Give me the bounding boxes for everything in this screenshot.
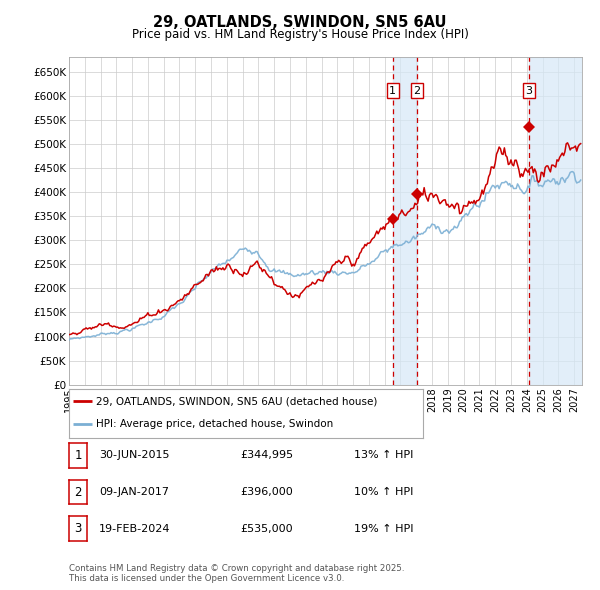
Text: 13% ↑ HPI: 13% ↑ HPI bbox=[354, 451, 413, 460]
Bar bbox=[529, 57, 582, 385]
Bar bbox=[392, 57, 417, 385]
Text: £396,000: £396,000 bbox=[240, 487, 293, 497]
Text: 09-JAN-2017: 09-JAN-2017 bbox=[99, 487, 169, 497]
Text: 1: 1 bbox=[74, 449, 82, 462]
Text: 2: 2 bbox=[74, 486, 82, 499]
Text: Contains HM Land Registry data © Crown copyright and database right 2025.
This d: Contains HM Land Registry data © Crown c… bbox=[69, 563, 404, 583]
Text: Price paid vs. HM Land Registry's House Price Index (HPI): Price paid vs. HM Land Registry's House … bbox=[131, 28, 469, 41]
Text: 19-FEB-2024: 19-FEB-2024 bbox=[99, 524, 170, 533]
Bar bbox=[529, 57, 582, 385]
Text: HPI: Average price, detached house, Swindon: HPI: Average price, detached house, Swin… bbox=[95, 419, 333, 429]
Text: 10% ↑ HPI: 10% ↑ HPI bbox=[354, 487, 413, 497]
Text: 29, OATLANDS, SWINDON, SN5 6AU (detached house): 29, OATLANDS, SWINDON, SN5 6AU (detached… bbox=[95, 396, 377, 407]
Text: £535,000: £535,000 bbox=[240, 524, 293, 533]
Text: 29, OATLANDS, SWINDON, SN5 6AU: 29, OATLANDS, SWINDON, SN5 6AU bbox=[153, 15, 447, 30]
Text: 1: 1 bbox=[389, 86, 396, 96]
Text: 19% ↑ HPI: 19% ↑ HPI bbox=[354, 524, 413, 533]
Text: £344,995: £344,995 bbox=[240, 451, 293, 460]
Text: 3: 3 bbox=[526, 86, 532, 96]
Text: 3: 3 bbox=[74, 522, 82, 535]
Text: 30-JUN-2015: 30-JUN-2015 bbox=[99, 451, 170, 460]
Text: 2: 2 bbox=[413, 86, 420, 96]
